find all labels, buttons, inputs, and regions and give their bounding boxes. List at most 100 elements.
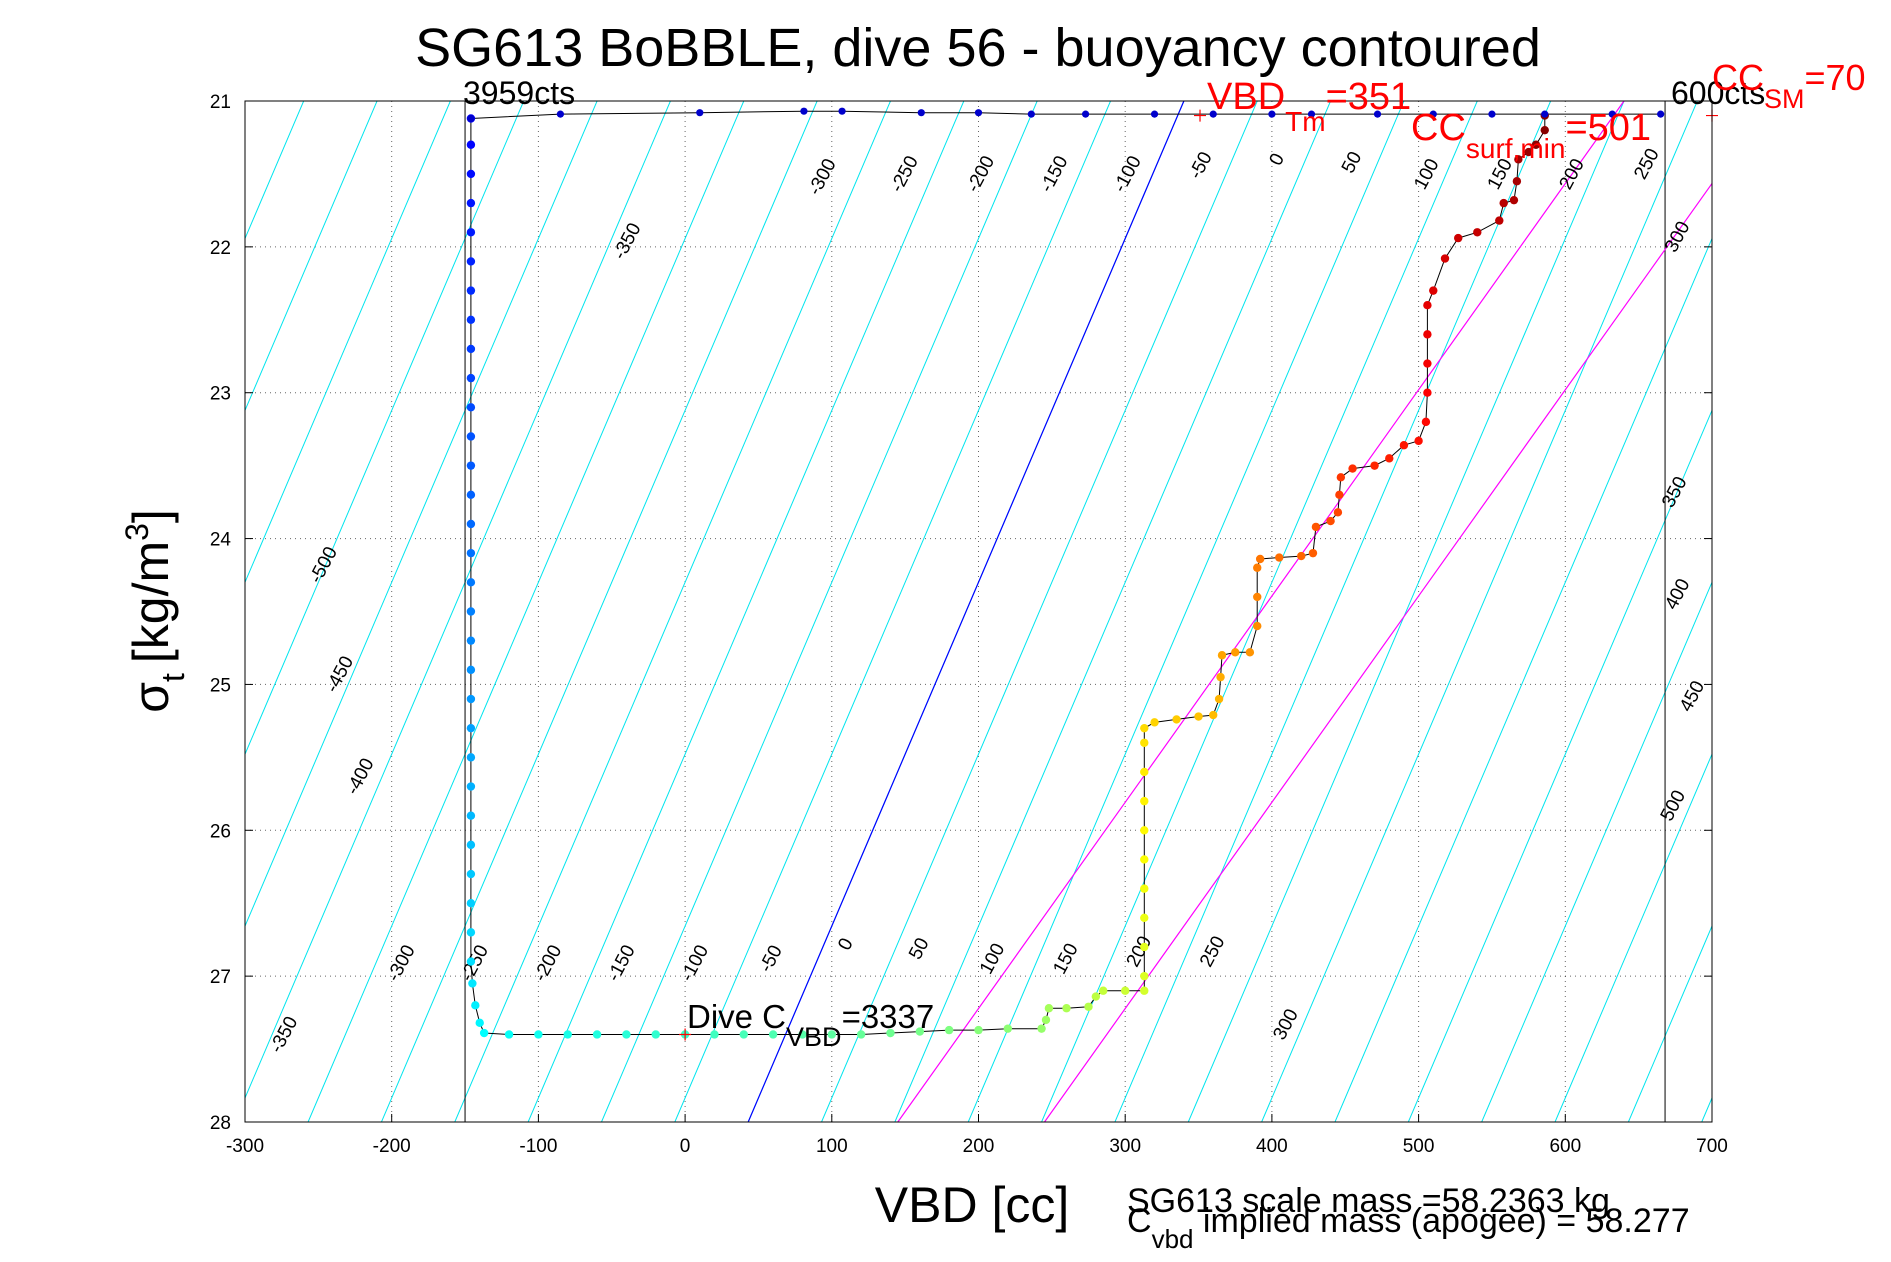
dive-point [1370,461,1379,470]
y-label-close: ] [123,509,179,523]
vbd-tm-label: VBDTm=351 [1207,76,1411,137]
surface-point [1608,110,1616,118]
dive-point [856,1030,866,1039]
contour-line [1407,409,1712,1122]
dive-point [1140,767,1149,777]
x-tick-label: 200 [963,1136,995,1157]
dive-point [1140,942,1149,952]
dive-point [1216,672,1225,682]
dive-point [1140,913,1149,922]
dive-point [1121,986,1130,995]
dive-point [1140,884,1149,893]
contour-line [894,101,1332,1122]
dive-point [592,1030,602,1039]
dive-point [1003,1024,1013,1033]
dive-point [466,286,476,295]
dive-point [1423,301,1432,310]
dive-point [1333,508,1343,517]
contour-line [245,101,378,412]
marker-plus [1194,109,1207,122]
y-tick-label: 28 [210,1113,231,1134]
dive-points [466,107,1718,1041]
surface-point [917,109,925,117]
contour-line [0,101,230,1122]
x-tick-label: 600 [1549,1136,1581,1157]
surface-point [1307,110,1316,118]
implied-mass-label: Cvbd implied mass (apogee) = 58.277 [1127,1202,1690,1254]
contour-line [1554,752,1712,1122]
dive-point [466,840,476,850]
dive-point [466,140,476,149]
dive-point [466,578,476,587]
dive-point [475,1018,484,1028]
contour-line [1481,581,1712,1122]
dive-point [798,1030,807,1039]
contour-line [821,101,1258,1122]
dive-point [466,607,476,616]
surface-point [1488,110,1496,118]
contour-line [967,101,1405,1122]
dive-point [1084,1002,1093,1011]
dive-point [1348,464,1357,473]
dive-point [466,198,476,208]
dive-point [466,928,476,937]
dive-point [1172,715,1181,724]
x-tick-label: 0 [680,1136,691,1157]
surface-point [1541,110,1549,118]
contour-line [1261,101,1698,1122]
y-tick-label: 24 [210,530,232,551]
contour-line [245,101,451,584]
surface-point [1429,110,1437,118]
contour-line [380,101,818,1122]
dive-point [466,723,476,733]
dive-point [915,1027,925,1036]
dive-point [1399,441,1409,450]
dive-point [1429,286,1438,295]
surface-point [467,114,475,123]
contour-line [1701,1096,1712,1122]
contour-line [454,101,891,1122]
dive-point [471,1001,480,1010]
dive-point [1209,710,1218,720]
dive-point [1514,155,1523,164]
dive-point [1140,986,1149,995]
contour-line [1041,101,1478,1122]
contour-line [245,101,671,1100]
chart-title: SG613 BoBBLE, dive 56 - buoyancy contour… [415,18,1541,78]
dive-point [466,315,476,324]
sm-line [1044,182,1712,1122]
dive-point [1385,454,1394,463]
y-axis-label: σt [kg/m3] [119,509,191,713]
dive-point [1414,436,1423,446]
y-label-sigma: σ [123,682,179,713]
surf-min-line [897,101,1625,1122]
surface-point [838,107,846,115]
dive-point [1150,718,1159,727]
dive-point [1454,233,1463,243]
contour-line [1114,101,1552,1122]
x-tick-label: 700 [1696,1136,1728,1157]
dive-point [1423,330,1432,339]
dive-point [466,694,476,704]
dive-point [1214,694,1224,704]
dive-point [466,782,476,791]
dive-point [1473,228,1482,237]
x-axis-label: VBD [cc] [875,1177,1069,1233]
dive-point [466,373,476,383]
surface-point [1657,110,1665,118]
x-tick-label: -100 [519,1136,557,1157]
surface-point [1081,110,1090,118]
dive-point [1140,723,1149,733]
dive-point [466,461,476,470]
dive-point [479,1028,489,1038]
dive-point [1140,826,1149,835]
contour-line [1334,237,1712,1122]
dive-point [1512,177,1522,186]
dive-point [622,1030,631,1039]
dive-point [466,548,476,558]
dive-point [1245,648,1255,657]
dive-point [1297,551,1306,561]
dive-point [1253,621,1262,631]
contour-line [1187,101,1625,1122]
